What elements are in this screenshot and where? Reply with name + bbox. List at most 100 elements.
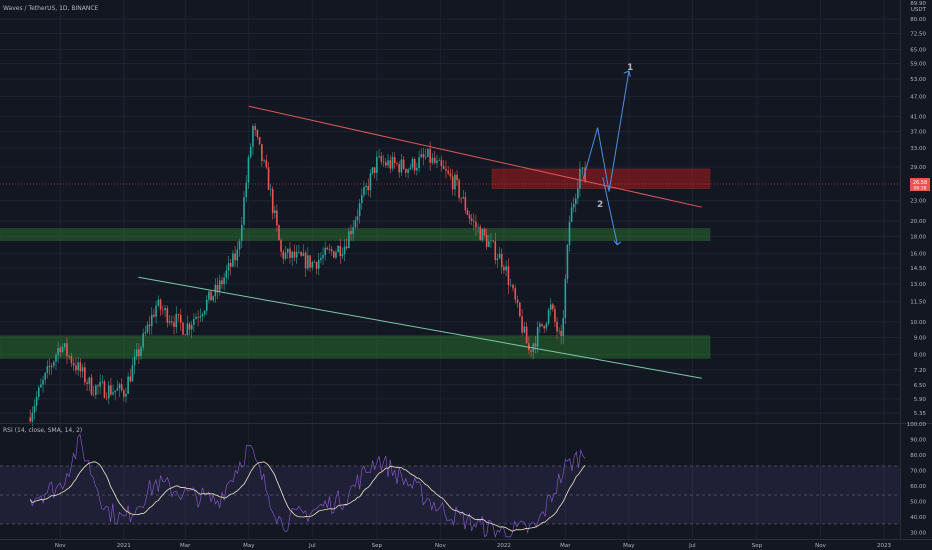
main-pane-background — [0, 0, 900, 423]
candle-body — [298, 251, 300, 253]
rsi-axis[interactable]: 100.00 90.00 80.00 70.00 60.00 50.00 40.00 30.0… — [907, 422, 927, 536]
candle-body — [166, 308, 169, 323]
candle-body — [282, 251, 285, 259]
candle-body — [564, 278, 567, 318]
candle-body — [57, 347, 59, 356]
candle-body — [389, 160, 392, 169]
price-axis-tick-label: 13.00 — [910, 282, 926, 288]
candle-body — [90, 377, 93, 395]
candle-body — [225, 270, 228, 278]
price-axis[interactable]: 80.00 72.50 65.00 59.00 53.00 47.00 41.00 37.00… — [910, 17, 926, 417]
candle-body — [40, 384, 42, 388]
resistance-zone — [491, 168, 711, 189]
candle-body — [84, 367, 86, 383]
candle-body — [193, 319, 195, 325]
time-axis-tick-label: May — [243, 543, 255, 549]
candle-body — [144, 332, 147, 334]
time-axis-tick-label: Mar — [560, 543, 571, 549]
candle-body — [131, 365, 134, 382]
candle-body — [114, 390, 116, 393]
candle-body — [234, 253, 236, 261]
candle-body — [186, 323, 189, 335]
candle-body — [438, 160, 440, 161]
candle-body — [107, 385, 110, 399]
candle-body — [462, 197, 465, 199]
candle-body — [509, 284, 512, 286]
rsi-axis-tick-label: 30.00 — [910, 530, 926, 536]
candle-body — [468, 214, 471, 219]
candle-body — [519, 302, 521, 317]
candle-body — [271, 189, 274, 214]
candle-body — [184, 334, 187, 336]
candle-body — [488, 241, 490, 248]
candle-body — [203, 310, 206, 315]
candle-body — [182, 322, 184, 335]
rsi-series — [29, 433, 586, 539]
price-axis-tick-label: 59.00 — [910, 62, 926, 68]
candle-body — [88, 377, 91, 384]
last-price-countdown: 06:38 — [914, 186, 927, 192]
candle-body — [105, 397, 108, 399]
candle-body — [238, 240, 241, 250]
candle-body — [278, 225, 280, 241]
candle-body — [558, 330, 560, 332]
time-axis[interactable]: Nov 2021 Mar May Jul Sep Nov 2022 Mar May Jul Sep No… — [55, 543, 892, 549]
candle-body — [168, 321, 171, 323]
candle-body — [313, 261, 316, 263]
time-axis-tick-label: Nov — [435, 543, 446, 549]
projection-arrows[interactable] — [582, 70, 631, 246]
candle-body — [302, 252, 305, 256]
rsi-indicator-label[interactable]: RSI (14, close, SMA, 14, 2) — [3, 427, 82, 434]
candle-body — [205, 299, 208, 311]
candle-body — [221, 280, 223, 285]
trendlines[interactable] — [138, 105, 702, 379]
candle-body — [400, 159, 403, 173]
candle-body — [223, 277, 225, 285]
candle-body — [570, 207, 573, 223]
candle-body — [258, 136, 261, 145]
candle-body — [50, 365, 53, 368]
candle-body — [68, 355, 71, 357]
candle-body — [61, 346, 64, 352]
candle-body — [360, 195, 363, 204]
candle-body — [110, 385, 112, 395]
candle-body — [411, 158, 414, 168]
time-axis-tick-label: May — [623, 543, 635, 549]
price-axis-tick-label: 65.00 — [910, 47, 926, 53]
projection-path-alternate — [602, 177, 618, 245]
candle-body — [547, 309, 550, 324]
candle-body — [48, 366, 51, 368]
wave-label-1: 1 — [627, 63, 633, 73]
candle-body — [574, 198, 577, 205]
price-axis-tick-label: 14.50 — [910, 266, 926, 272]
candle-body — [173, 322, 175, 327]
candle-body — [584, 167, 586, 183]
candle-body — [216, 284, 219, 291]
candle-body — [530, 350, 532, 352]
candle-body — [77, 362, 79, 371]
candle-body — [280, 240, 282, 252]
candle-body — [46, 366, 49, 373]
symbol-title[interactable]: Waves / TetherUS, 1D, BINANCE — [3, 5, 99, 12]
candle-body — [516, 299, 519, 303]
candle-body — [150, 314, 153, 327]
rsi-axis-tick-label: 70.00 — [910, 468, 926, 474]
candle-body — [199, 316, 202, 318]
candle-body — [539, 323, 541, 328]
candle-body — [201, 314, 204, 317]
candle-body — [170, 321, 173, 323]
candle-body — [420, 154, 423, 158]
candle-body — [479, 226, 482, 241]
candle-body — [523, 326, 526, 333]
price-axis-tick-label: 80.00 — [910, 17, 926, 23]
price-axis-tick-label: 37.00 — [910, 129, 926, 135]
candle-body — [447, 170, 449, 174]
candle-body — [164, 308, 166, 311]
price-axis-tick-label: 6.50 — [914, 383, 927, 389]
rsi-axis-tick-label: 90.00 — [910, 437, 926, 443]
candle-body — [79, 362, 82, 372]
candle-body — [99, 381, 101, 387]
rsi-axis-tick-label: 40.00 — [910, 515, 926, 521]
candle-body — [252, 126, 254, 147]
